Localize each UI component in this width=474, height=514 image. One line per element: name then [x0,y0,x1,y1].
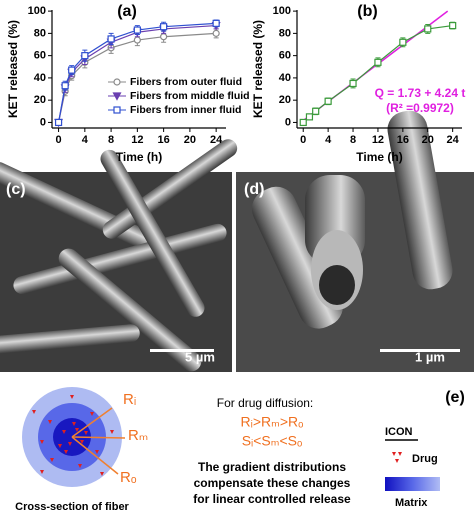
y-axis-label: KET released (%) [6,20,20,118]
annotation: Q = 1.73 + 4.24 t [375,86,466,100]
panel-label: (c) [6,181,26,198]
radius-label: Rₘ [128,427,148,444]
x-tick-label: 8 [108,134,114,146]
y-tick-label: 80 [279,27,291,39]
y-axis-label: KET released (%) [251,20,265,118]
x-tick-label: 16 [397,134,409,146]
drug-label: Drug [412,453,438,465]
marker [212,29,220,37]
matrix-icon [385,477,440,491]
fiber-cross-section [22,387,126,487]
y-tick-label: 20 [279,94,291,106]
marker [305,113,314,121]
x-tick-label: 12 [131,134,143,146]
chart-title: (a) [117,3,137,20]
marker [160,23,168,31]
y-tick-label: 20 [34,94,46,106]
x-tick-label: 12 [372,134,384,146]
matrix-label: Matrix [395,497,428,509]
y-tick-label: 100 [28,5,46,17]
description: for linear controlled release [193,492,351,506]
icon-title: ICON [385,426,413,438]
y-tick-label: 0 [40,116,46,128]
marker [324,97,332,105]
marker [160,33,168,41]
marker [54,118,63,127]
marker [133,26,141,34]
scale-bar-label: 1 µm [415,349,445,364]
y-tick-label: 100 [273,5,291,17]
chart-title: (b) [357,3,377,20]
heading: For drug diffusion: [217,396,314,410]
panel-label: (d) [244,181,264,198]
radius-label: Rₒ [120,469,137,486]
x-tick-label: 16 [157,134,169,146]
x-tick-label: 4 [325,134,332,146]
marker [312,107,320,115]
scale-bar-label: 5 µm [185,349,215,364]
x-tick-label: 24 [447,134,460,146]
marker [299,118,307,127]
annotation: (R² =0.9972) [386,101,454,115]
x-tick-label: 4 [82,134,89,146]
y-tick-label: 60 [34,50,46,62]
radius-label: Rᵢ [123,391,136,408]
marker [81,52,89,60]
y-tick-label: 80 [34,27,46,39]
marker [374,58,382,66]
marker [424,25,432,33]
marker [112,92,122,101]
marker [68,66,76,74]
sem-image-d [236,110,474,372]
x-tick-label: 20 [422,134,434,146]
x-tick-label: 8 [350,134,356,146]
y-tick-label: 60 [279,50,291,62]
y-tick-label: 40 [34,72,46,84]
legend-label: Fibers from outer fluid [130,76,242,88]
marker [107,35,115,43]
legend-label: Fibers from middle fluid [130,90,250,102]
relation: Rᵢ>Rₘ>Rₒ [241,414,304,430]
marker [349,79,357,88]
drug-icon [392,452,402,463]
marker [113,106,121,114]
x-tick-label: 0 [56,134,62,146]
marker [133,36,141,44]
x-tick-label: 20 [184,134,196,146]
description: The gradient distributions [198,460,346,474]
marker [113,78,121,86]
caption: Cross-section of fiber [15,501,129,513]
description: compensate these changes [194,476,351,490]
marker [61,82,69,90]
x-axis-label: Time (h) [356,150,402,164]
marker [399,38,407,46]
x-tick-label: 24 [210,134,223,146]
x-axis-label: Time (h) [116,150,162,164]
marker [449,21,457,30]
relation: Sᵢ<Sₘ<Sₒ [242,433,303,449]
y-tick-label: 40 [279,72,291,84]
y-tick-label: 0 [285,116,291,128]
marker [212,19,220,27]
legend-label: Fibers from inner fluid [130,104,241,116]
panel-label: (e) [445,389,465,406]
x-tick-label: 0 [300,134,306,146]
sem-image-c [0,139,238,372]
